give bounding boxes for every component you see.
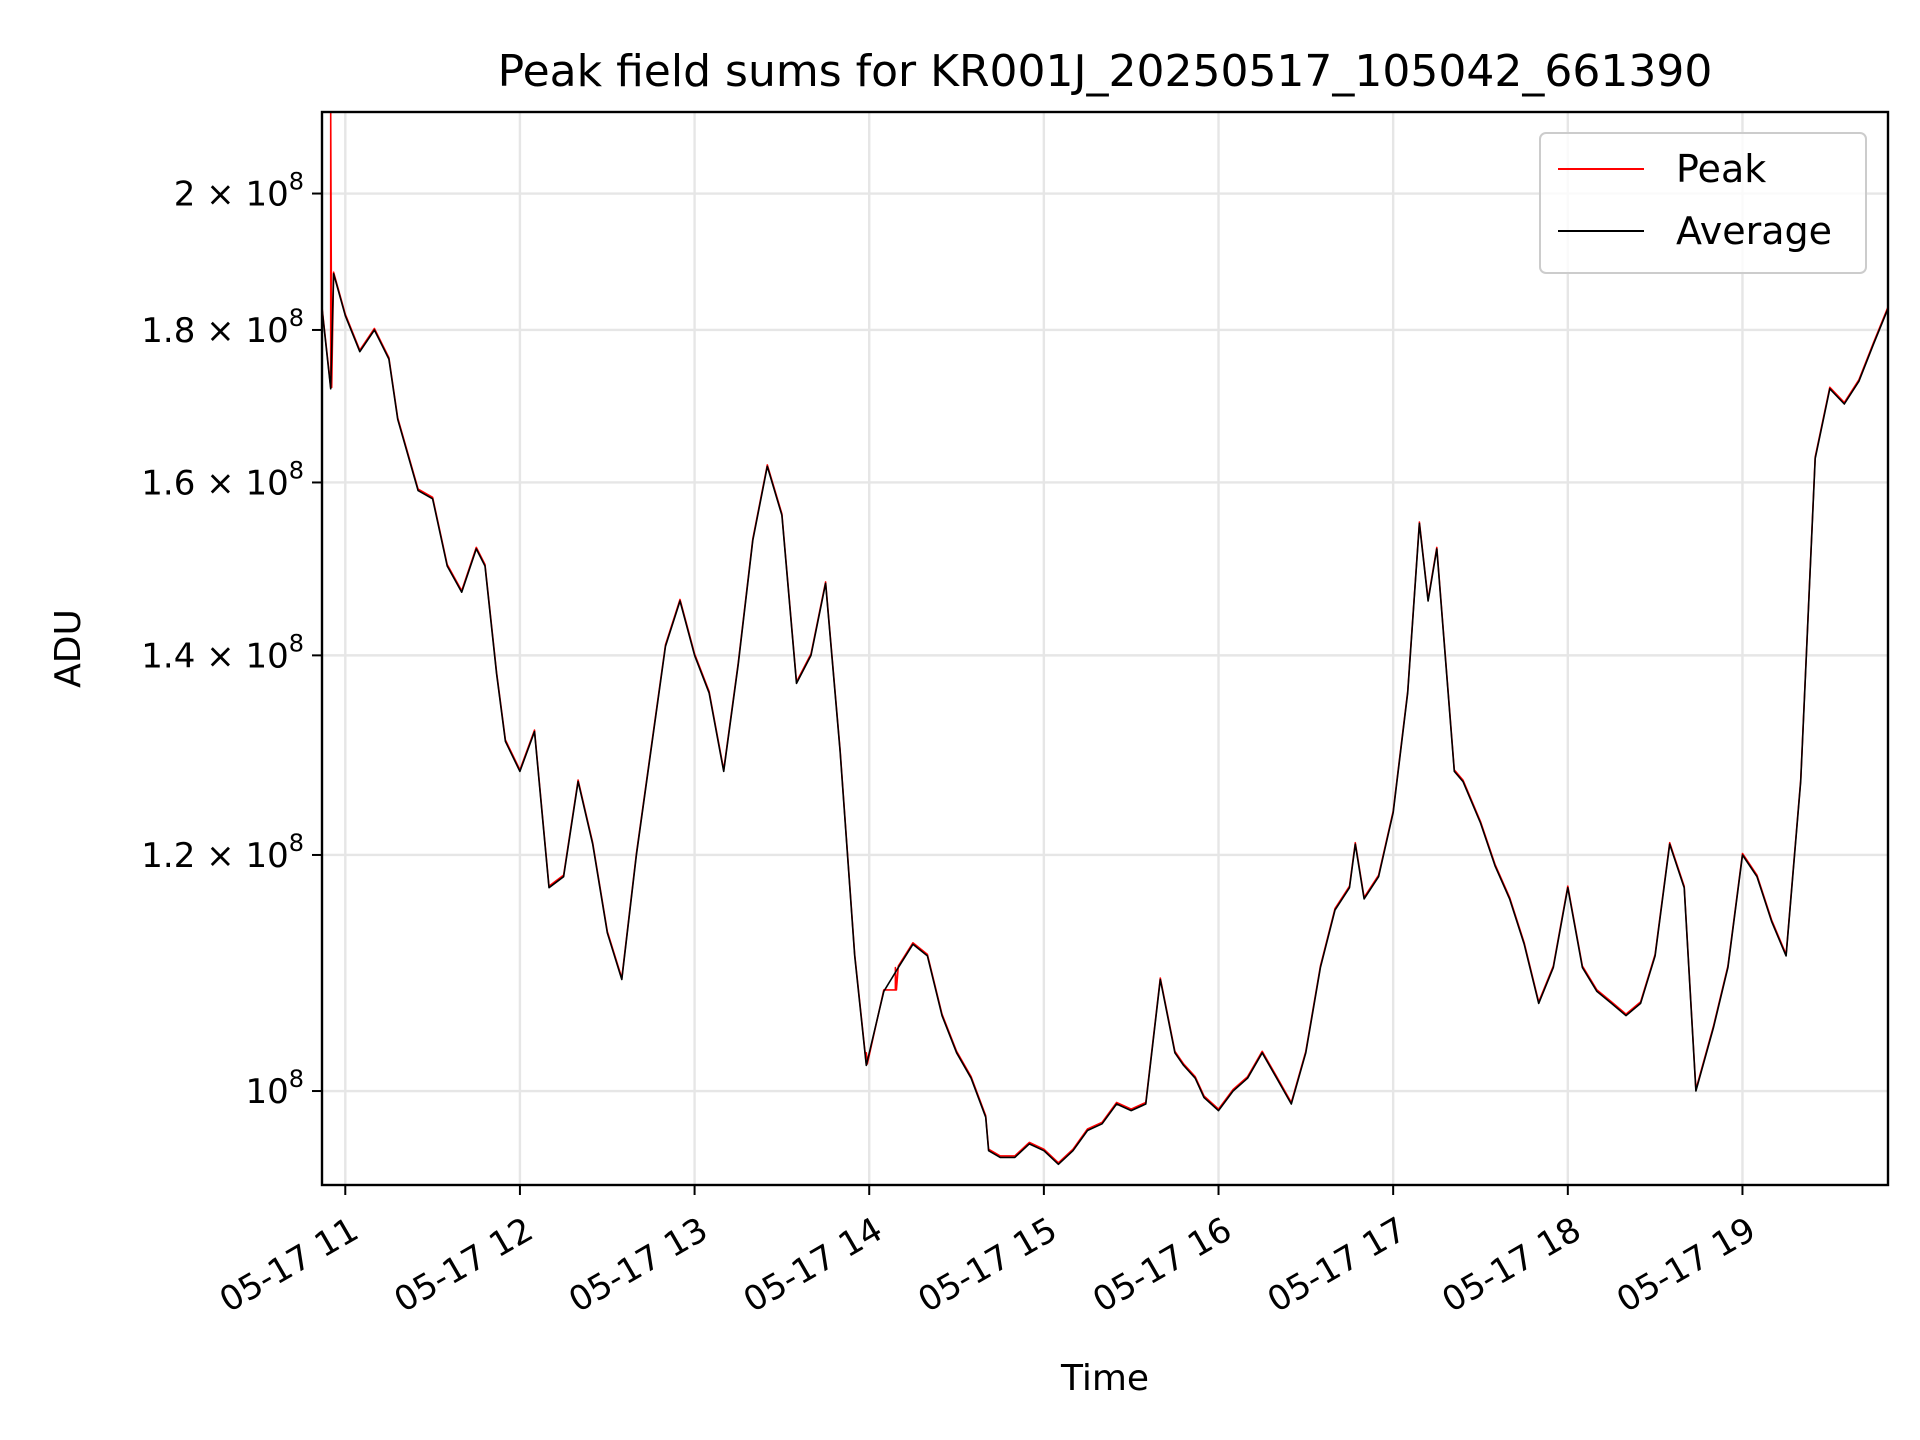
- plot-frame: [320, 110, 1890, 1187]
- x-axis-label: Time: [1060, 1358, 1149, 1399]
- chart-title: Peak field sums for KR001J_20250517_1050…: [498, 46, 1713, 97]
- grid: [322, 112, 1888, 1185]
- y-tick-label: 2 × 108: [174, 168, 304, 215]
- y-tick-label: 1.8 × 108: [141, 304, 304, 351]
- legend-label-peak: Peak: [1676, 147, 1766, 191]
- legend-label-average: Average: [1676, 209, 1832, 253]
- y-tick-label: 108: [245, 1065, 304, 1112]
- y-tick-label: 1.4 × 108: [141, 629, 304, 676]
- y-tick-label: 1.6 × 108: [141, 456, 304, 503]
- legend: Peak Average: [1539, 132, 1867, 274]
- series-lines: [321, 111, 1889, 1166]
- series-line-average: [321, 272, 1889, 1166]
- y-axis-label: ADU: [48, 609, 89, 688]
- y-tick-label: 1.2 × 108: [141, 829, 304, 876]
